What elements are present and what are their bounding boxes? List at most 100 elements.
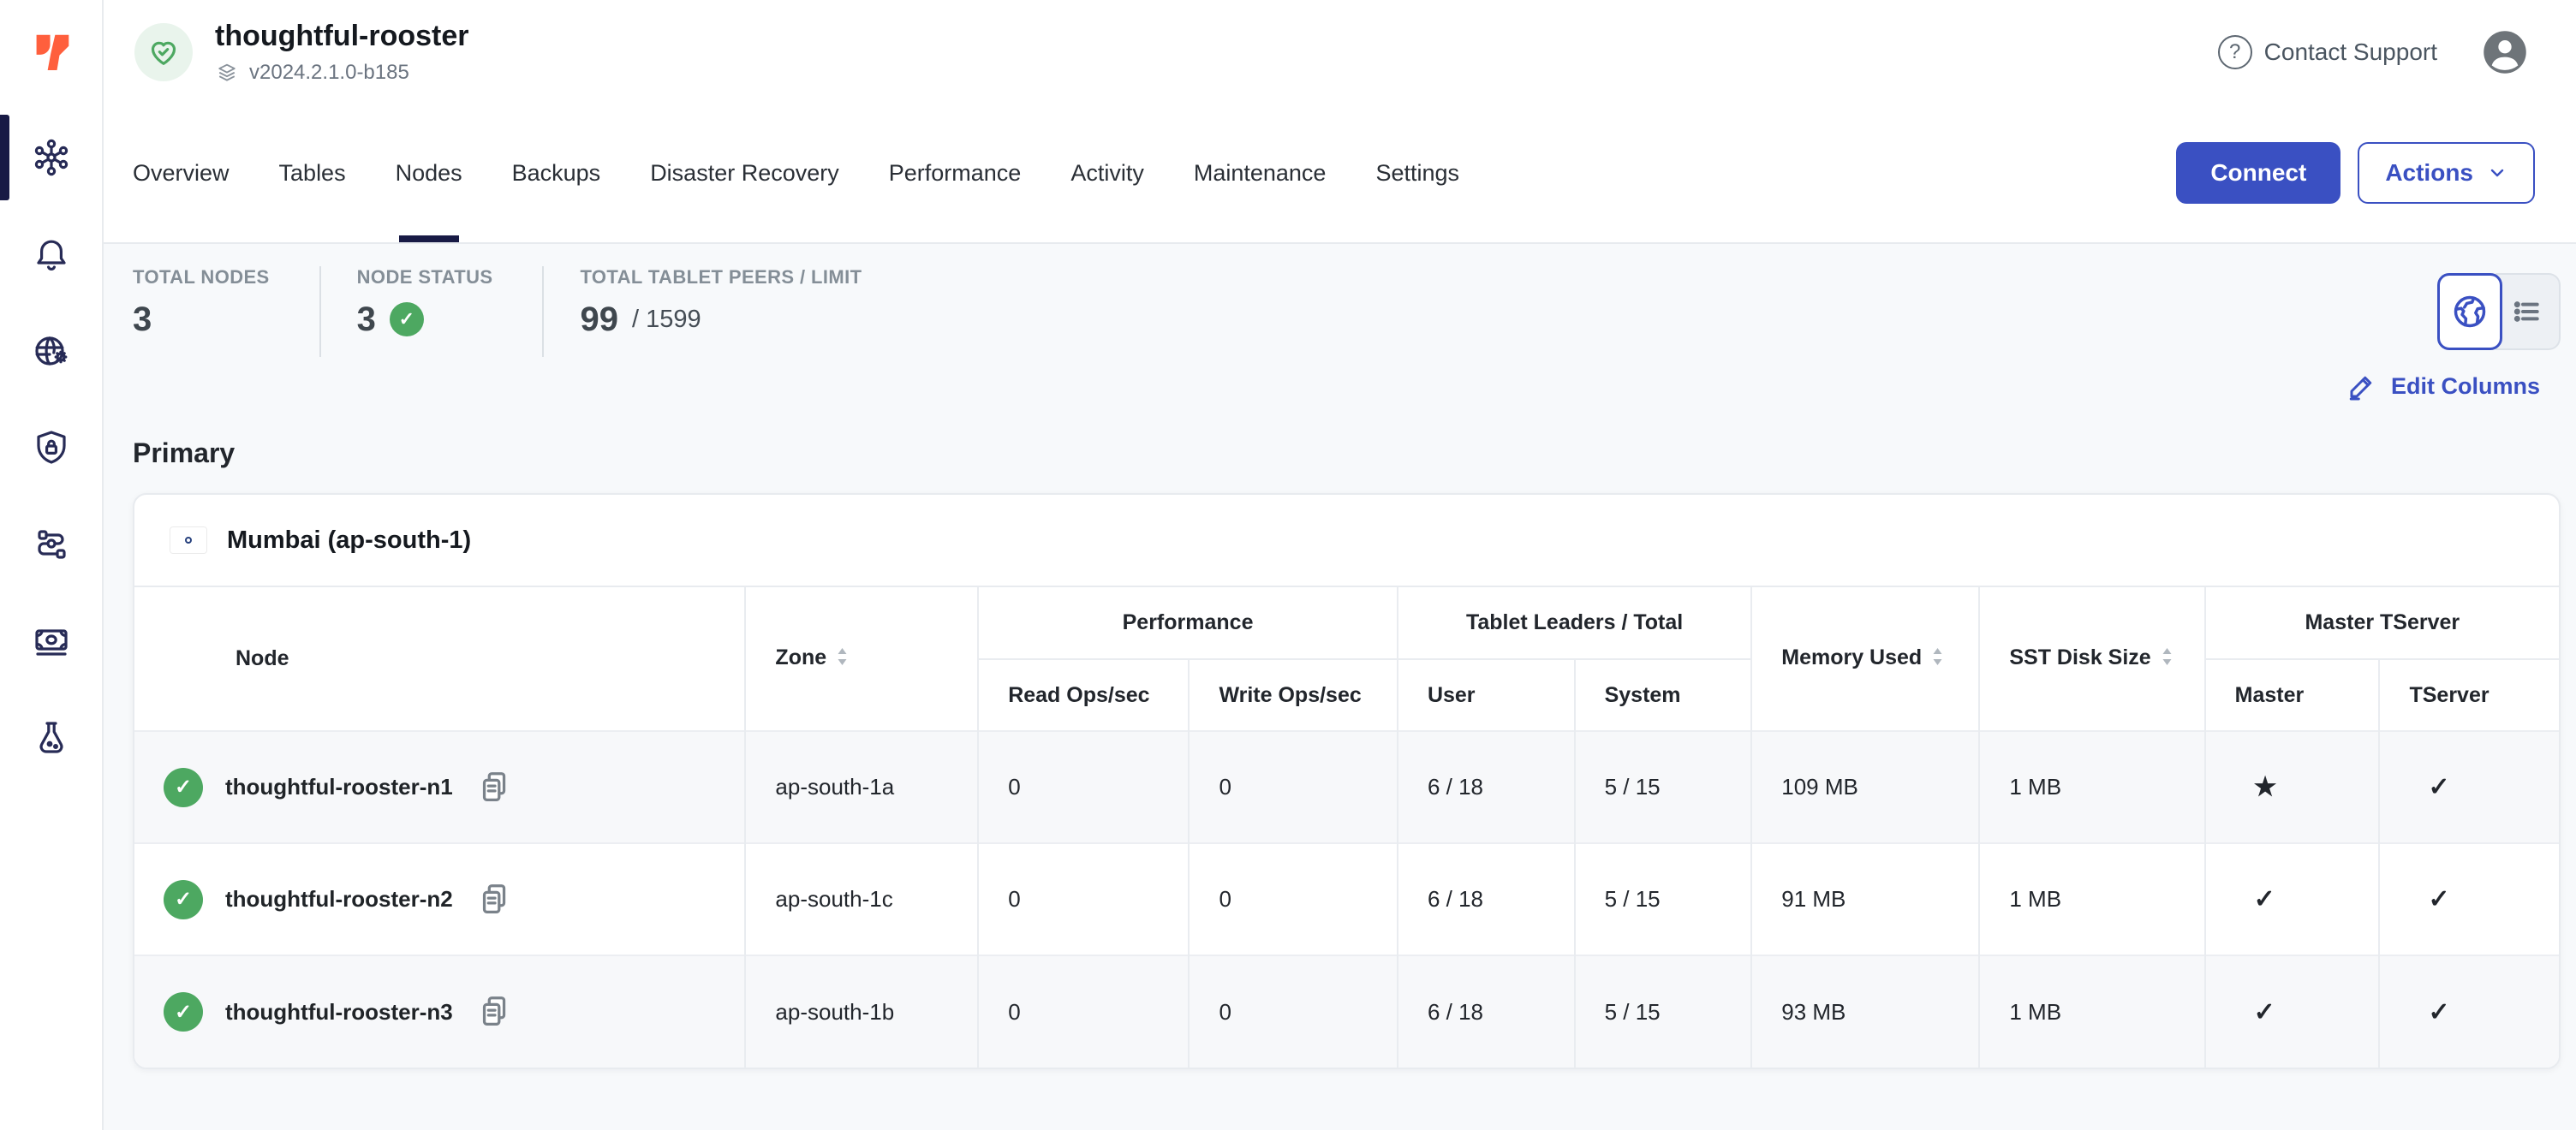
sidebar-item-billing[interactable]: [0, 592, 102, 689]
sidebar-item-labs[interactable]: [0, 689, 102, 786]
view-toggle: [2437, 273, 2561, 350]
col-header-system: System: [1575, 659, 1752, 731]
stat-value: 3: [357, 302, 376, 336]
heart-check-icon: [146, 35, 181, 69]
sidebar-item-integrations[interactable]: [0, 496, 102, 592]
tserver-status-icon: ✓: [2379, 955, 2559, 1068]
copy-button[interactable]: [475, 880, 515, 919]
app-root: thoughtful-rooster v2024.2.1.0-b185 ? Co…: [0, 0, 2576, 1130]
bell-icon: [31, 234, 72, 275]
actions-button-label: Actions: [2385, 159, 2473, 187]
col-header-sst-disk-size[interactable]: SST Disk Size: [1979, 587, 2204, 731]
zone-cell: ap-south-1a: [745, 731, 978, 843]
sst-disk-cell: 1 MB: [1979, 731, 2204, 843]
list-icon: [2510, 294, 2544, 329]
tab-backups[interactable]: Backups: [512, 104, 601, 242]
sort-icon: [2160, 646, 2174, 673]
col-header-node: Node: [134, 587, 745, 731]
flow-icon: [31, 524, 72, 565]
contact-support-label: Contact Support: [2264, 39, 2437, 66]
edit-columns-label: Edit Columns: [2391, 373, 2540, 400]
user-tablets-cell: 6 / 18: [1398, 731, 1575, 843]
tab-disaster-recovery[interactable]: Disaster Recovery: [650, 104, 839, 242]
tab-maintenance[interactable]: Maintenance: [1194, 104, 1327, 242]
node-status-icon: ✓: [164, 992, 203, 1032]
tab-performance[interactable]: Performance: [889, 104, 1022, 242]
col-header-zone-label: Zone: [775, 645, 826, 669]
copy-button[interactable]: [475, 768, 515, 807]
user-avatar[interactable]: [2482, 29, 2528, 75]
write-ops-cell: 0: [1189, 843, 1397, 955]
col-header-user: User: [1398, 659, 1575, 731]
contact-support-link[interactable]: ? Contact Support: [2218, 35, 2437, 69]
table-row: ✓ thoughtful-rooster-n3: [134, 955, 2559, 1068]
sidebar-item-network-config[interactable]: [0, 302, 102, 399]
stat-node-status: NODE STATUS 3 ✓: [321, 266, 543, 336]
table-row: ✓ thoughtful-rooster-n1: [134, 731, 2559, 843]
tab-activity[interactable]: Activity: [1070, 104, 1144, 242]
read-ops-cell: 0: [978, 843, 1189, 955]
map-view-toggle[interactable]: [2437, 273, 2502, 350]
page-title: thoughtful-rooster: [215, 20, 469, 53]
stat-value: 3: [133, 302, 152, 336]
copy-icon: [475, 768, 515, 807]
sidebar-item-security[interactable]: [0, 399, 102, 496]
chevron-down-icon: [2487, 163, 2507, 183]
connect-button[interactable]: Connect: [2176, 142, 2340, 204]
sidebar-item-alerts[interactable]: [0, 205, 102, 302]
cluster-icon: [31, 137, 72, 178]
write-ops-cell: 0: [1189, 731, 1397, 843]
actions-button[interactable]: Actions: [2358, 142, 2535, 204]
col-header-memory-used[interactable]: Memory Used: [1751, 587, 1979, 731]
copy-icon: [475, 992, 515, 1032]
version-label: v2024.2.1.0-b185: [249, 61, 409, 85]
node-name[interactable]: thoughtful-rooster-n3: [225, 999, 453, 1026]
system-tablets-cell: 5 / 15: [1575, 843, 1752, 955]
copy-button[interactable]: [475, 992, 515, 1032]
stats-row: TOTAL NODES 3 NODE STATUS 3 ✓ TOTAL TABL…: [133, 266, 2561, 357]
col-group-tablet-leaders: Tablet Leaders / Total: [1398, 587, 1751, 659]
yugabyte-logo[interactable]: [0, 0, 102, 104]
master-status-icon: ✓: [2205, 955, 2380, 1068]
sidebar-item-universes[interactable]: [0, 109, 102, 205]
stat-label: TOTAL TABLET PEERS / LIMIT: [580, 266, 862, 288]
tabbar: Overview Tables Nodes Backups Disaster R…: [104, 104, 2576, 244]
sort-icon: [1930, 646, 1945, 673]
col-group-performance: Performance: [978, 587, 1398, 659]
status-check-icon: ✓: [390, 302, 424, 336]
sort-icon: [835, 646, 850, 673]
table-row: ✓ thoughtful-rooster-n2: [134, 843, 2559, 955]
node-name[interactable]: thoughtful-rooster-n1: [225, 774, 453, 800]
stat-label: NODE STATUS: [357, 266, 493, 288]
health-badge: [134, 23, 193, 81]
edit-columns-button[interactable]: Edit Columns: [133, 371, 2561, 401]
question-circle-icon: ?: [2218, 35, 2252, 69]
section-title: Primary: [133, 437, 2561, 469]
zone-cell: ap-south-1b: [745, 955, 978, 1068]
col-header-tserver: TServer: [2379, 659, 2559, 731]
tab-nodes[interactable]: Nodes: [396, 104, 462, 242]
region-title: Mumbai (ap-south-1): [227, 526, 471, 555]
col-group-master-tserver: Master TServer: [2205, 587, 2559, 659]
globe-gear-icon: [31, 330, 72, 372]
tab-overview[interactable]: Overview: [133, 104, 230, 242]
stat-total-nodes: TOTAL NODES 3: [133, 266, 319, 336]
yugabyte-logo-icon: [27, 27, 76, 77]
india-flag-icon: [170, 527, 206, 553]
flask-icon: [31, 717, 72, 758]
tabs: Overview Tables Nodes Backups Disaster R…: [133, 104, 1459, 242]
content: TOTAL NODES 3 NODE STATUS 3 ✓ TOTAL TABL…: [104, 244, 2576, 1130]
user-tablets-cell: 6 / 18: [1398, 955, 1575, 1068]
topbar: thoughtful-rooster v2024.2.1.0-b185 ? Co…: [104, 0, 2576, 104]
col-header-write-ops: Write Ops/sec: [1189, 659, 1397, 731]
memory-used-cell: 93 MB: [1751, 955, 1979, 1068]
region-card: Mumbai (ap-south-1) Node Zone: [133, 493, 2561, 1069]
node-name[interactable]: thoughtful-rooster-n2: [225, 886, 453, 913]
col-header-master: Master: [2205, 659, 2380, 731]
tab-tables[interactable]: Tables: [279, 104, 346, 242]
zone-cell: ap-south-1c: [745, 843, 978, 955]
list-view-toggle[interactable]: [2496, 273, 2561, 350]
col-header-zone[interactable]: Zone: [745, 587, 978, 731]
write-ops-cell: 0: [1189, 955, 1397, 1068]
tab-settings[interactable]: Settings: [1375, 104, 1459, 242]
